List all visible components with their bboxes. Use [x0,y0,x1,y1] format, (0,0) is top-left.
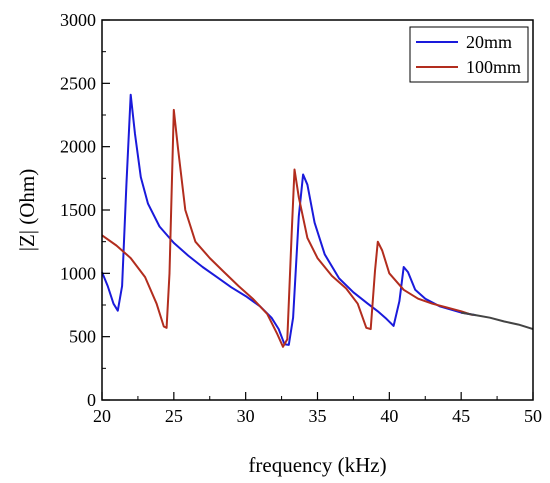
y-tick-label: 500 [69,327,96,347]
x-tick-label: 30 [237,406,255,426]
legend: 20mm 100mm [409,26,529,83]
x-tick-label: 25 [165,406,183,426]
x-tick-label: 40 [380,406,398,426]
x-axis-title: frequency (kHz) [248,453,386,477]
x-tick-label: 45 [452,406,470,426]
plot-area [102,20,533,400]
y-axis-title: |Z| (Ohm) [15,169,39,251]
legend-box [409,26,529,83]
x-tick-label: 50 [524,406,542,426]
y-tick-label: 3000 [60,10,96,30]
series-line-20mm [101,93,476,346]
legend-label-20mm: 20mm [466,32,512,52]
y-tick-label: 2000 [60,137,96,157]
series-line-100mm [101,108,474,348]
x-tick-label: 20 [93,406,111,426]
y-tick-label: 0 [87,390,96,410]
x-tick-label: 35 [309,406,327,426]
series-layer [101,93,534,348]
legend-label-100mm: 100mm [466,57,521,77]
y-tick-label: 1000 [60,263,96,283]
y-tick-label: 1500 [60,200,96,220]
plot-background [102,20,533,400]
y-tick-label: 2500 [60,73,96,93]
series-line-tail-2 [461,311,534,331]
